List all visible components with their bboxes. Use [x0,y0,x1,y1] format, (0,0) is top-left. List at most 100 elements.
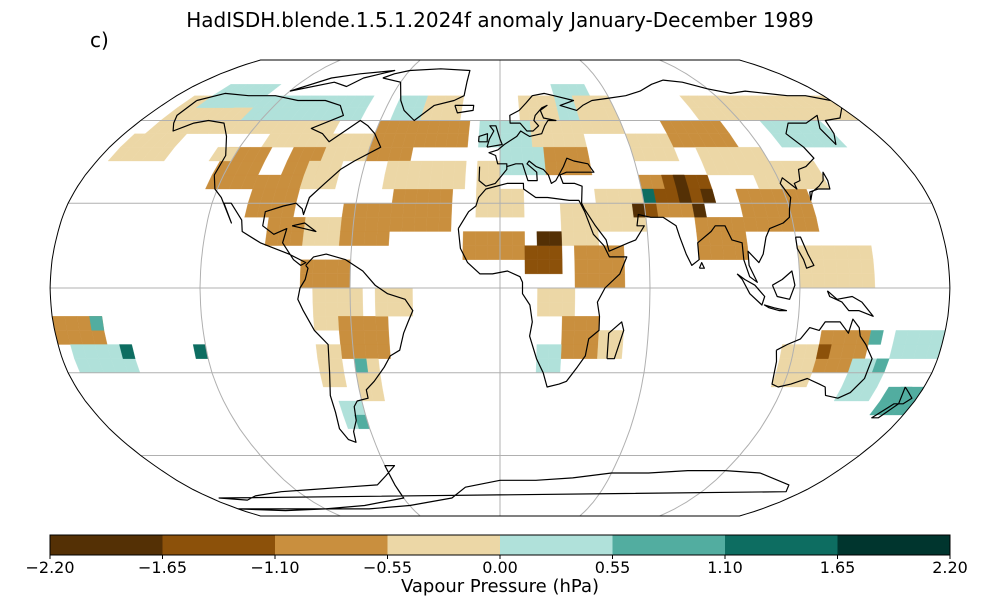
coastline [382,68,471,122]
anomaly-cell [326,231,341,246]
anomaly-cell [572,344,587,359]
anomaly-cell [595,203,610,218]
anomaly-cell [445,133,459,148]
anomaly-cell [378,203,393,218]
anomaly-cell [730,217,746,232]
anomaly-cell [536,344,550,359]
anomaly-cell [301,231,317,246]
anomaly-cell [607,203,622,218]
anomaly-cell [548,344,562,359]
anomaly-cell [351,330,366,345]
anomaly-cell [403,188,418,204]
anomaly-cell [338,231,353,246]
anomaly-cell [76,316,92,331]
anomaly-cell [119,344,136,359]
anomaly-cell [655,203,671,218]
anomaly-cell [821,245,837,260]
anomaly-cell [809,245,824,260]
anomaly-cell [537,259,551,275]
anomaly-cell [549,287,563,303]
anomaly-cell [447,120,461,134]
anomaly-cell [390,203,405,218]
anomaly-cell [364,217,379,232]
anomaly-cell [389,217,403,232]
anomaly-cell [554,147,568,162]
anomaly-cell [376,330,390,345]
anomaly-cell [327,217,343,232]
anomaly-cell [541,133,555,148]
coastline [871,386,913,419]
anomaly-cell [426,217,440,232]
anomaly-cell [561,231,575,246]
colorbar-tick-label: 1.65 [819,558,856,577]
anomaly-cell [706,217,722,232]
anomaly-cell [524,245,538,260]
anomaly-cell [521,147,534,162]
anomaly-cell [510,147,523,162]
anomaly-cell [439,188,454,204]
coastline [457,182,628,388]
coastline [289,69,396,92]
anomaly-cell [440,174,455,190]
coastline [478,79,831,187]
anomaly-cell [720,231,736,246]
anomaly-cell [708,231,723,246]
anomaly-cell [382,174,397,190]
anomaly-cell [599,259,613,275]
anomaly-cell [799,273,813,289]
anomaly-cell [338,316,352,331]
anomaly-cell [586,245,600,260]
anomaly-cell [377,344,391,359]
colorbar-swatch [162,535,276,555]
anomaly-cell [253,147,273,162]
colorbar-label: Vapour Pressure (hPa) [400,576,600,597]
anomaly-cell [549,259,563,275]
coastline [172,92,382,266]
coastline [763,304,788,312]
anomaly-cell [327,344,343,359]
anomaly-cell [366,358,381,373]
anomaly-cell [458,120,471,134]
anomaly-cell [816,344,832,359]
graticule [50,60,950,516]
anomaly-cell [511,160,524,176]
anomaly-cell [559,203,574,218]
anomaly-cell [402,203,417,218]
anomaly-cell [833,245,849,260]
colorbar-tick-label: 0.00 [482,558,518,577]
anomaly-cell [377,217,391,232]
anomaly-cell [561,330,575,345]
anomaly-cell [511,188,525,204]
anomaly-cell [350,301,364,317]
anomaly-cell [594,188,609,204]
anomaly-cell [487,245,501,260]
anomaly-cell [612,273,626,289]
anomaly-cell [312,301,326,317]
anomaly-cell [672,174,689,190]
anomaly-cell [329,358,345,373]
anomaly-cell [363,330,378,345]
colorbar [49,534,951,559]
map-boundary [49,59,951,517]
colorbar-tick-label: −1.10 [250,558,300,577]
anomaly-cell [337,273,351,289]
anomaly-cell [430,160,445,176]
anomaly-cell [414,203,429,218]
anomaly-cell [340,344,355,359]
anomaly-cell [633,217,648,232]
anomaly-cell [586,316,600,331]
anomaly-cell [488,160,501,176]
coastline [736,273,766,306]
colorbar-swatch [50,535,163,555]
anomaly-cell [366,203,381,218]
anomaly-cell [511,203,525,218]
anomaly-cell [810,259,825,275]
anomaly-cell [325,301,339,317]
anomaly-cell [456,133,469,148]
coastline [771,318,873,399]
anomaly-cell [572,217,587,232]
anomaly-cell [474,245,488,260]
anomaly-cell [439,203,453,218]
colorbar-tick-label: 1.10 [707,558,743,577]
